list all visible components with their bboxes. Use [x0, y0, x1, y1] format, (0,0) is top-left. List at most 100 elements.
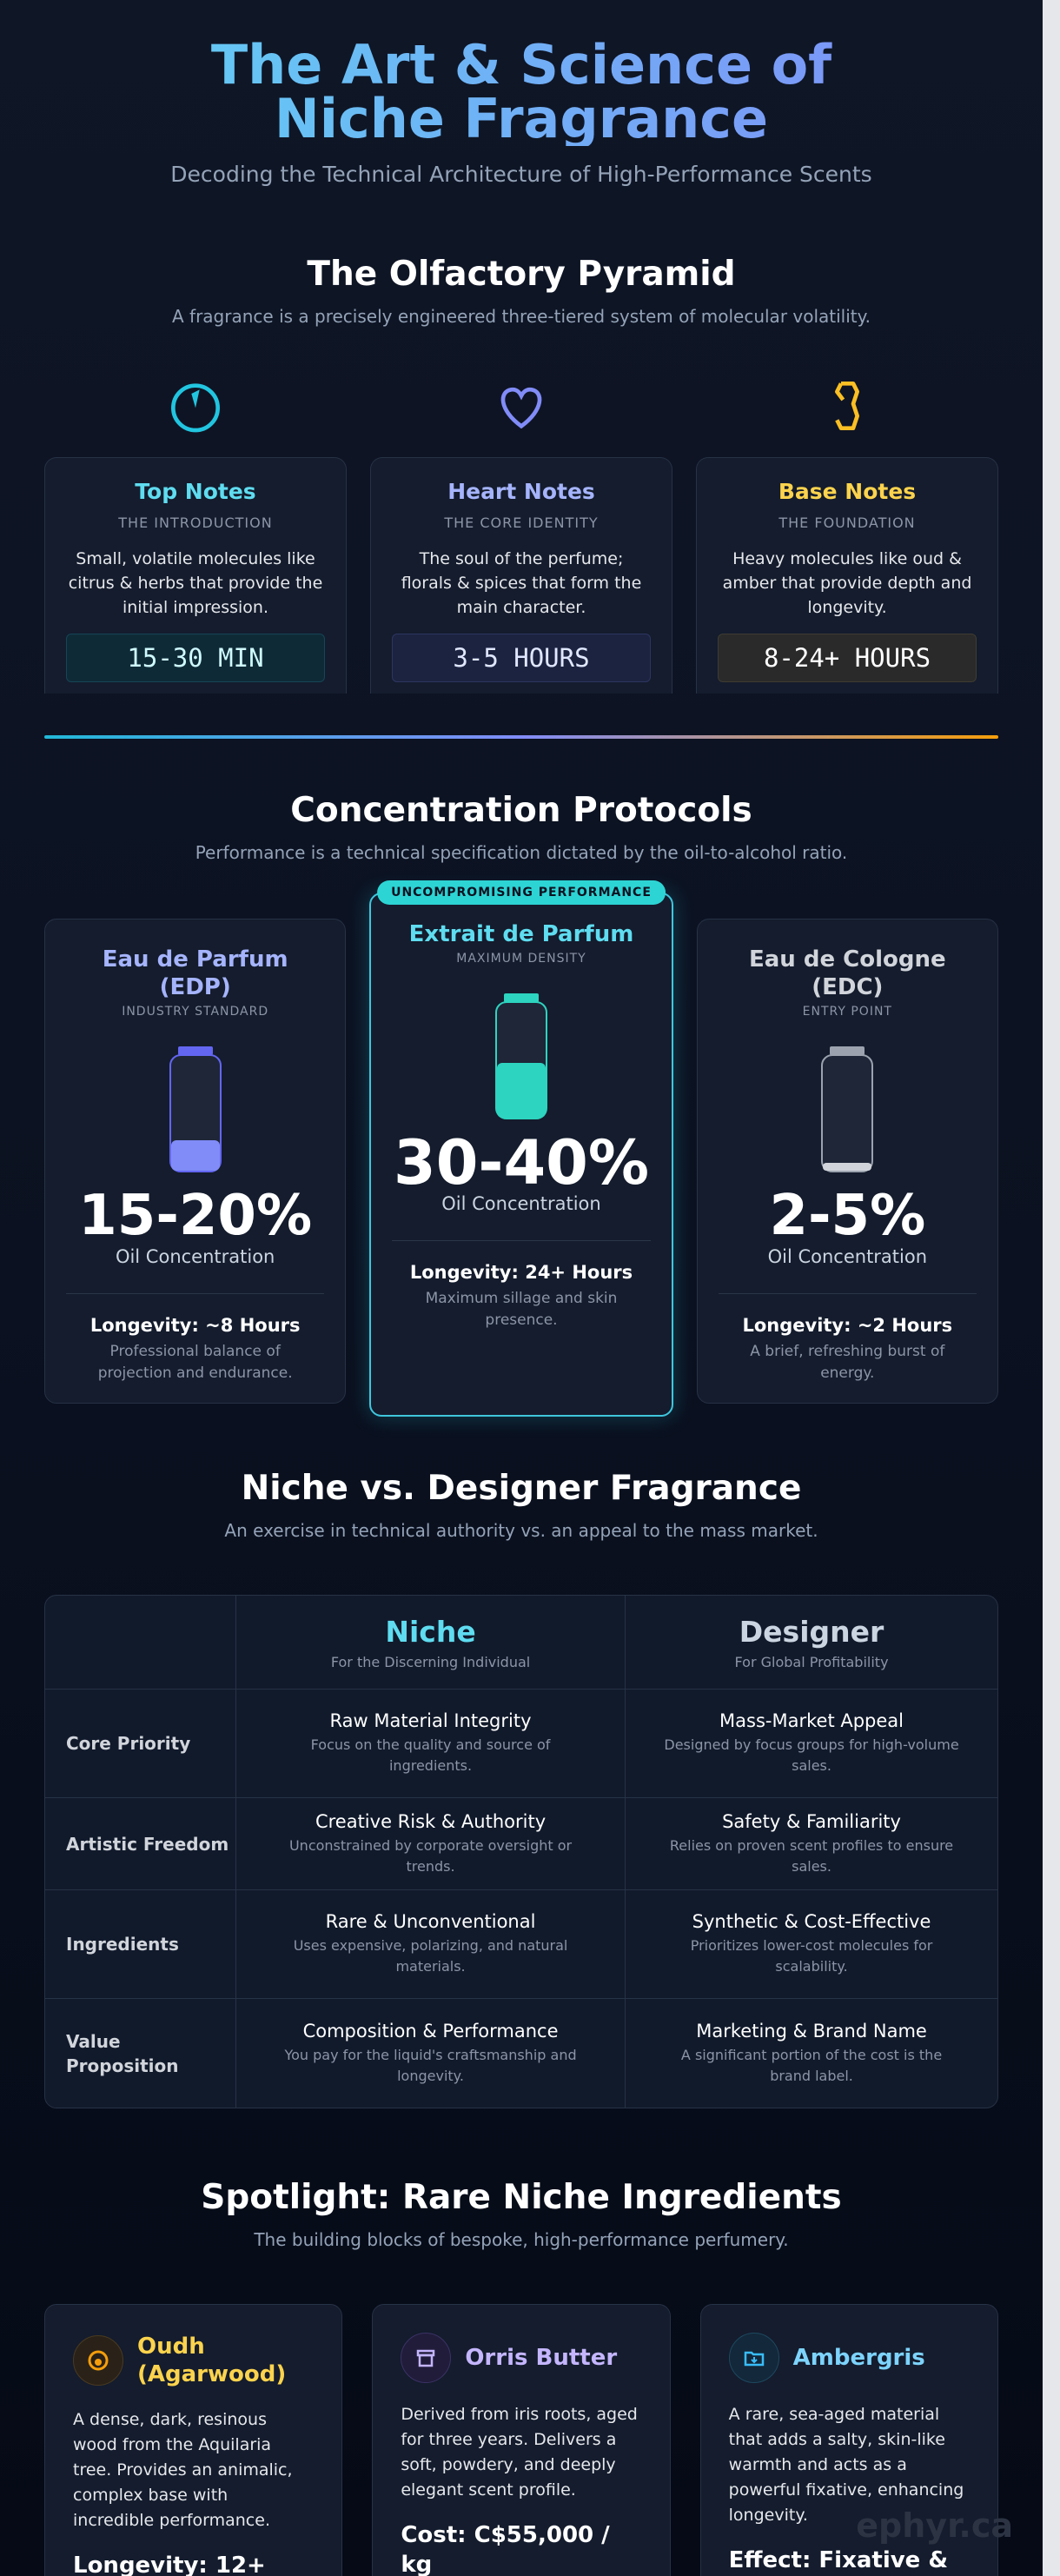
cell-title: Synthetic & Cost-Effective — [692, 1911, 931, 1932]
page-subtitle: Decoding the Technical Architecture of H… — [170, 162, 872, 187]
table-cell: Mass-Market Appeal Designed by focus grou… — [626, 1690, 997, 1798]
tier-description: Small, volatile molecules like citrus & … — [68, 549, 323, 617]
row-label: Value Proposition — [45, 1999, 236, 2108]
ingredient-card: Ambergris A rare, sea-aged material that… — [699, 2304, 998, 2576]
ingredient-description: A dense, dark, resinous wood from the Aq… — [73, 2410, 293, 2530]
comparison-table: Niche For the Discerning Individual Desig… — [44, 1595, 998, 2108]
section-title: Niche vs. Designer Fragrance — [241, 1469, 802, 1508]
badge: UNCOMPROMISING PERFORMANCE — [377, 880, 666, 905]
tier-label: THE INTRODUCTION — [118, 515, 273, 531]
concentration-percent: 15-20% — [78, 1184, 313, 1248]
percent-label: Oil Concentration — [767, 1246, 928, 1267]
table-cell: Synthetic & Cost-Effective Prioritizes lo… — [626, 1890, 997, 1999]
tier: Heart Notes THE CORE IDENTITY The soul o… — [370, 375, 672, 694]
divider — [44, 735, 998, 739]
column-header: Niche For the Discerning Individual — [236, 1596, 626, 1690]
table-cell: Safety & Familiarity Relies on proven sce… — [626, 1798, 997, 1890]
watermark: ephyr.ca — [856, 2506, 1013, 2545]
tier: Base Notes THE FOUNDATION Heavy molecule… — [696, 375, 998, 694]
column-name: Niche — [385, 1614, 476, 1649]
column-tagline: For the Discerning Individual — [330, 1653, 531, 1670]
tier-duration: 15-30 MIN — [66, 634, 325, 682]
concentration-list: Eau de Parfum (EDP) INDUSTRY STANDARD 15… — [44, 880, 998, 1417]
concentration-name: Extrait de Parfum — [408, 921, 634, 947]
section-subtitle: The building blocks of bespoke, high-per… — [254, 2229, 789, 2250]
column-tagline: For Global Profitability — [734, 1653, 889, 1670]
concentration-percent: 2-5% — [769, 1184, 926, 1248]
cell-text: Focus on the quality and source of ingre… — [310, 1736, 551, 1774]
table-row: Core Priority Raw Material Integrity Focus… — [45, 1690, 997, 1798]
percent-label: Oil Concentration — [115, 1246, 275, 1267]
cell-text: Relies on proven scent profiles to ensur… — [669, 1836, 954, 1875]
concentration-card: Eau de Parfum (EDP) INDUSTRY STANDARD 15… — [44, 919, 347, 1404]
cell-title: Creative Risk & Authority — [315, 1810, 547, 1832]
concentration-card: UNCOMPROMISING PERFORMANCE Extrait de Pa… — [369, 880, 673, 1417]
tier-card: Top Notes THE INTRODUCTION Small, volati… — [44, 457, 347, 694]
concentration-name: Eau de Parfum (EDP) — [102, 946, 288, 1000]
cell-title: Mass-Market Appeal — [719, 1710, 904, 1731]
ingredient-name: Orris Butter — [465, 2345, 618, 2371]
ingredient-name: Ambergris — [792, 2345, 925, 2371]
table-cell: Composition & Performance You pay for the… — [236, 1999, 626, 2108]
concentration-label: MAXIMUM DENSITY — [456, 952, 586, 966]
cell-title: Safety & Familiarity — [722, 1810, 901, 1832]
cell-text: Unconstrained by corporate oversight or … — [288, 1836, 573, 1875]
longevity: Longevity: ~2 Hours — [742, 1315, 953, 1336]
cell-text: You pay for the liquid's craftsmanship a… — [284, 2046, 577, 2084]
table-cell: Marketing & Brand Name A significant port… — [626, 1999, 997, 2108]
ingredient-list: Oudh (Agarwood) A dense, dark, resinous … — [44, 2304, 998, 2576]
row-label: Artistic Freedom — [45, 1798, 236, 1890]
bottle-icon — [494, 993, 547, 1119]
concentration-label: ENTRY POINT — [802, 1005, 892, 1019]
table-header: Niche For the Discerning Individual Desig… — [45, 1596, 997, 1690]
ingredient-icon — [401, 2333, 452, 2383]
note: Professional balance of projection and e… — [97, 1343, 293, 1382]
section-title: The Olfactory Pyramid — [307, 255, 736, 294]
tier-duration: 3-5 HOURS — [392, 634, 651, 682]
bottle-icon — [169, 1046, 222, 1172]
concentration-card: Eau de Cologne (EDC) ENTRY POINT 2-5% Oi… — [696, 919, 998, 1404]
section-title: Spotlight: Rare Niche Ingredients — [201, 2178, 842, 2217]
cell-text: Designed by focus groups for high-volume… — [664, 1736, 959, 1774]
cell-title: Rare & Unconventional — [325, 1911, 536, 1932]
ingredient-name: Oudh (Agarwood) — [137, 2334, 287, 2387]
section-subtitle: A fragrance is a precisely engineered th… — [172, 306, 871, 327]
table-cell: Raw Material Integrity Focus on the quali… — [236, 1690, 626, 1798]
section-subtitle: Performance is a technical specification… — [195, 842, 848, 863]
tier-card: Heart Notes THE CORE IDENTITY The soul o… — [370, 457, 672, 694]
note: Maximum sillage and skin presence. — [425, 1290, 618, 1329]
tier-name: Base Notes — [778, 479, 917, 504]
bottle-icon — [821, 1046, 874, 1172]
table-cell: Creative Risk & Authority Unconstrained b… — [236, 1798, 626, 1890]
ingredient-icon — [73, 2335, 123, 2386]
tier-description: Heavy molecules like oud & amber that pr… — [722, 549, 972, 617]
row-label: Core Priority — [45, 1690, 236, 1798]
row-label: Ingredients — [45, 1890, 236, 1999]
ingredient-description: Derived from iris roots, aged for three … — [401, 2405, 638, 2500]
cell-title: Composition & Performance — [302, 2020, 559, 2042]
tier: Top Notes THE INTRODUCTION Small, volati… — [44, 375, 347, 694]
concentration-label: INDUSTRY STANDARD — [122, 1005, 269, 1019]
ingredient-description: A rare, sea-aged material that adds a sa… — [728, 2405, 964, 2525]
ingredient-card: Orris Butter Derived from iris roots, ag… — [372, 2304, 671, 2576]
tier-duration: 8-24+ HOURS — [718, 634, 977, 682]
tier-card: Base Notes THE FOUNDATION Heavy molecule… — [696, 457, 998, 694]
section-title: Concentration Protocols — [290, 791, 752, 830]
cell-text: Uses expensive, polarizing, and natural … — [293, 1937, 568, 1975]
ingredient-highlight: Effect: Fixative & Warmth — [728, 2547, 949, 2573]
concentration-name: Eau de Cologne (EDC) — [749, 946, 946, 1000]
table-body: Core Priority Raw Material Integrity Focus… — [45, 1690, 997, 2108]
separator — [392, 1240, 651, 1241]
longevity: Longevity: 24+ Hours — [409, 1262, 633, 1283]
longevity: Longevity: ~8 Hours — [89, 1315, 301, 1336]
tier-label: THE FOUNDATION — [778, 515, 916, 531]
table-row: Ingredients Rare & Unconventional Uses exp… — [45, 1890, 997, 1999]
tier-description: The soul of the perfume; florals & spice… — [401, 549, 642, 617]
column-header: Designer For Global Profitability — [626, 1596, 997, 1690]
heart-icon — [500, 387, 542, 429]
ingredient-icon — [728, 2333, 779, 2383]
concentration-percent: 30-40% — [393, 1127, 649, 1198]
